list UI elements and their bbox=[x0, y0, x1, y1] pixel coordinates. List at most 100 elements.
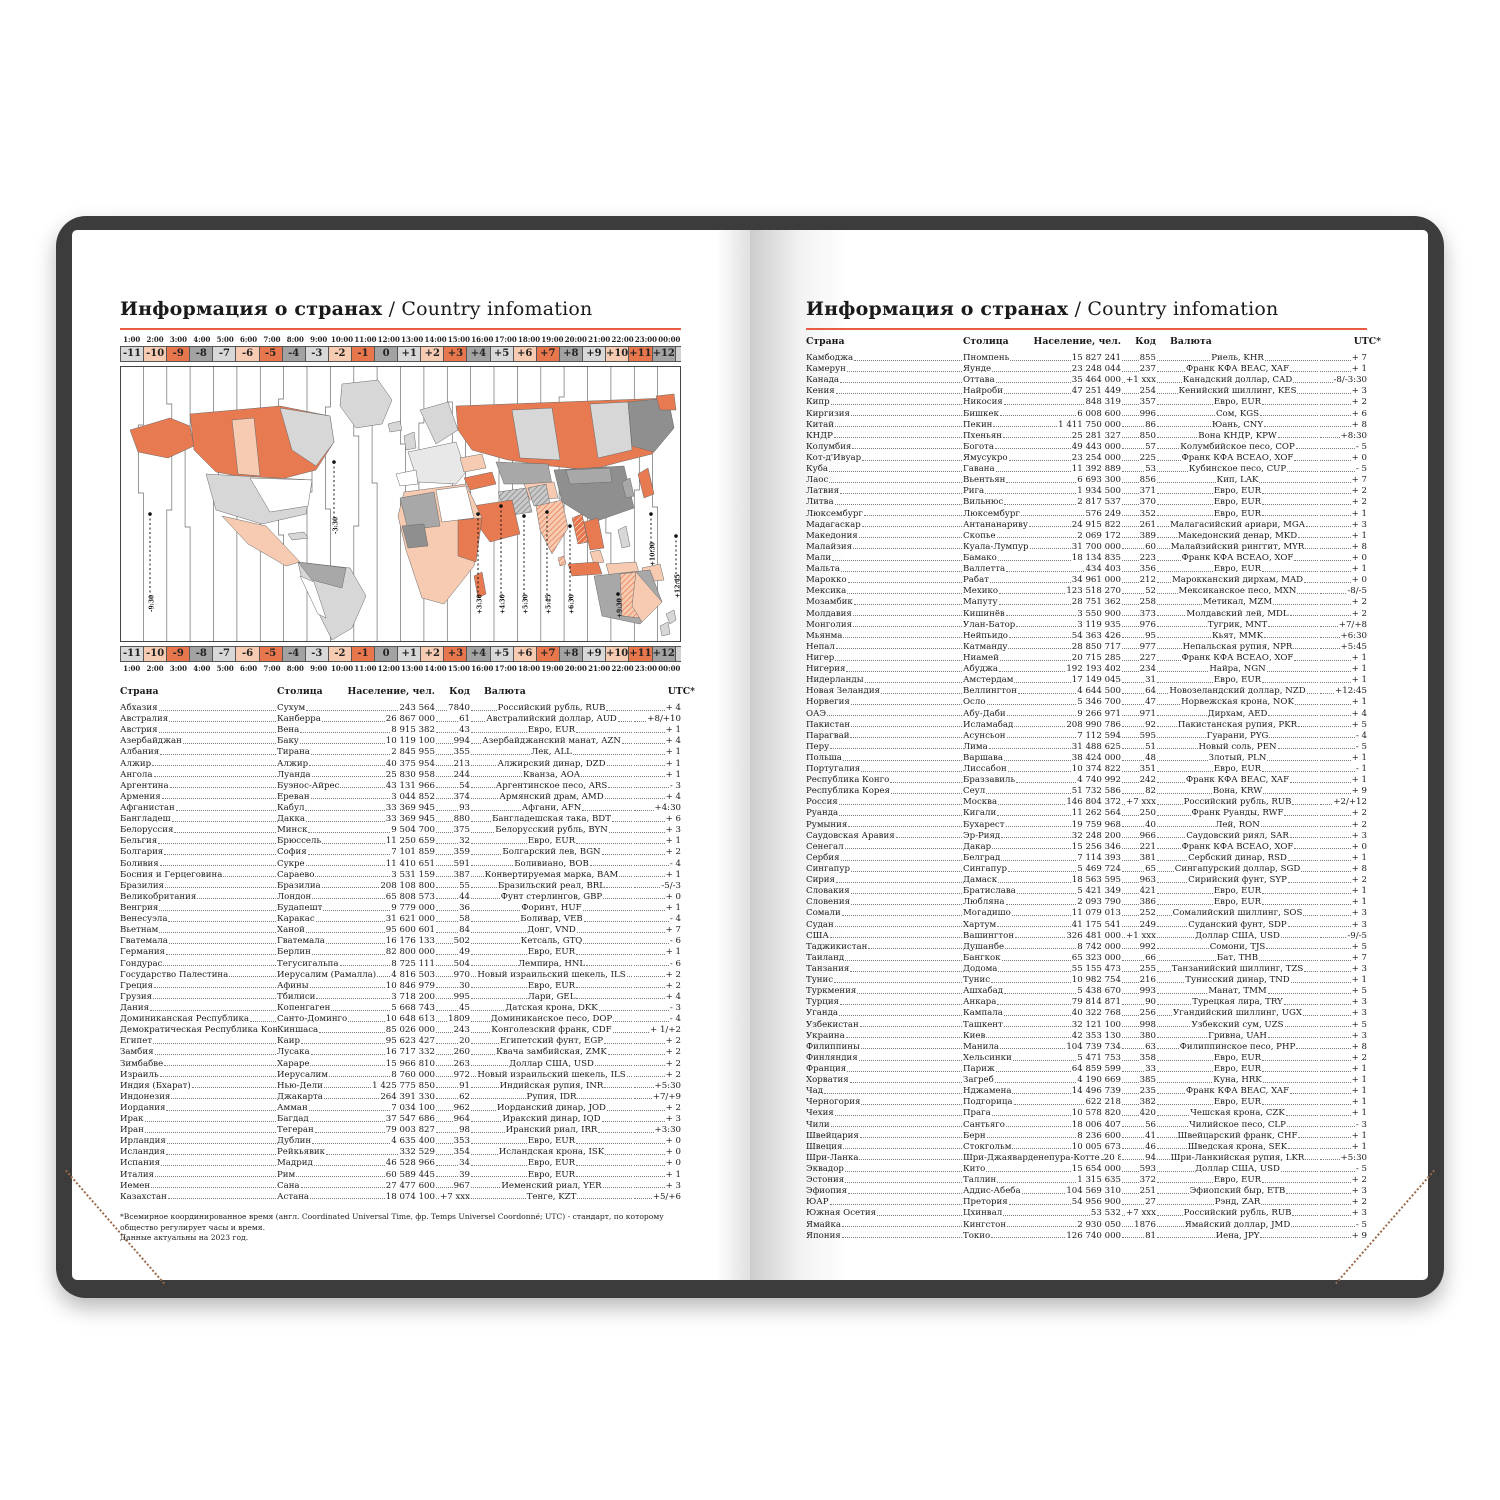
dot-leader bbox=[144, 1120, 276, 1122]
currency-cell: Юань, CNY bbox=[1156, 420, 1319, 430]
dot-leader bbox=[1320, 1148, 1351, 1150]
dot-leader bbox=[1320, 937, 1347, 939]
dot-leader bbox=[471, 1109, 497, 1111]
capital-population-cell: София 7 101 859 bbox=[277, 847, 435, 858]
dot-leader bbox=[1157, 670, 1209, 672]
country-cell: Ирландия bbox=[120, 1136, 277, 1146]
fractional-zone-label: +6:30 bbox=[569, 594, 576, 614]
dot-leader bbox=[1320, 792, 1351, 794]
currency-cell: Сербский динар, RSD bbox=[1156, 853, 1319, 863]
dot-leader bbox=[436, 920, 459, 922]
phone-code-cell: 971 bbox=[1121, 709, 1156, 719]
phone-code-cell: 1809 bbox=[435, 1014, 470, 1024]
country-cell: Мексика bbox=[806, 586, 963, 596]
currency-cell: Чешская крона, CZK bbox=[1156, 1108, 1319, 1118]
dot-leader bbox=[1320, 626, 1338, 628]
country-cell: Судан bbox=[806, 920, 963, 930]
dot-leader bbox=[1320, 481, 1351, 483]
table-row: Колумбия Богота 49 443 000 57 Колумбийское п… bbox=[806, 442, 1367, 453]
currency-cell: Суданский фунт, SDP bbox=[1156, 920, 1319, 930]
utc-cell: + 2 bbox=[633, 847, 681, 857]
phone-code-cell: 387 bbox=[435, 870, 470, 880]
offset-cell: +4 bbox=[466, 347, 490, 361]
country-cell: Эфиопия bbox=[806, 1186, 963, 1196]
phone-code-cell: 977 bbox=[1121, 642, 1156, 652]
capital-population-cell: Дакка 33 369 945 bbox=[277, 814, 435, 825]
dot-leader bbox=[164, 854, 276, 856]
phone-code-cell: 593 bbox=[1121, 1164, 1156, 1174]
dot-leader bbox=[1261, 1203, 1319, 1205]
currency-cell: Российский рубль, RUB bbox=[470, 703, 633, 713]
dot-leader bbox=[1320, 470, 1355, 472]
country-cell: Гондурас bbox=[120, 959, 277, 969]
capital-population-cell: Белград 7 114 393 bbox=[963, 852, 1121, 863]
dot-leader bbox=[1157, 1203, 1214, 1205]
country-cell: Сербия bbox=[806, 853, 963, 863]
phone-code-cell: 850 bbox=[1121, 431, 1156, 441]
dot-leader bbox=[471, 1176, 527, 1178]
dot-leader bbox=[1320, 392, 1351, 394]
fractional-zone-dot bbox=[649, 512, 653, 516]
country-cell: Македония bbox=[806, 531, 963, 541]
table-row: Греция Афины 10 846 979 30 Евро, EUR + 2 bbox=[120, 981, 681, 992]
capital-population-cell: Джакарта 264 391 330 bbox=[277, 1091, 435, 1102]
dot-leader bbox=[436, 1120, 453, 1122]
country-cell: Сенегал bbox=[806, 842, 963, 852]
dot-leader bbox=[1157, 926, 1188, 928]
phone-code-cell: 595 bbox=[1121, 731, 1156, 741]
dot-leader bbox=[1262, 1070, 1318, 1072]
dot-leader bbox=[986, 792, 1071, 794]
country-cell: Новая Зеландия bbox=[806, 686, 963, 696]
dot-leader bbox=[326, 1153, 399, 1155]
country-cell: Венгрия bbox=[120, 903, 277, 913]
map-west-africa bbox=[401, 523, 429, 549]
fractional-zone-label: +3:30 bbox=[477, 594, 484, 614]
phone-code-cell: 43 bbox=[435, 725, 470, 735]
utc-cell: + 0 bbox=[1319, 553, 1367, 563]
dot-leader bbox=[1008, 459, 1071, 461]
dot-leader bbox=[1157, 903, 1213, 905]
dot-leader bbox=[1305, 548, 1319, 550]
currency-cell: Доллар США, USD bbox=[470, 1059, 633, 1069]
dot-leader bbox=[323, 1087, 372, 1089]
table-row: Австралия Канберра 26 867 000 61 Австралийск… bbox=[120, 714, 681, 725]
utc-cell: + 4 bbox=[633, 736, 681, 746]
dot-leader bbox=[300, 1187, 385, 1189]
dot-leader bbox=[845, 1037, 962, 1039]
dot-leader bbox=[471, 1065, 509, 1067]
dot-leader bbox=[1157, 537, 1177, 539]
table-row: Камбоджа Пномпень 15 827 241 855 Риель, KHR +… bbox=[806, 353, 1367, 364]
currency-cell: Лек, ALL bbox=[470, 747, 633, 757]
dot-leader bbox=[853, 604, 962, 606]
currency-cell: Кенийский шиллинг, KES bbox=[1156, 386, 1319, 396]
table-row: Новая Зеландия Веллингтон 4 644 500 64 Новоз… bbox=[806, 686, 1367, 697]
dot-leader bbox=[576, 1165, 632, 1167]
dot-leader bbox=[1320, 1126, 1355, 1128]
dot-leader bbox=[436, 820, 453, 822]
capital-population-cell: Каир 95 623 427 bbox=[277, 1036, 435, 1047]
currency-cell: Иена, JPY bbox=[1156, 1231, 1319, 1241]
dot-leader bbox=[1320, 859, 1351, 861]
dot-leader bbox=[986, 1037, 1071, 1039]
country-cell: Чехия bbox=[806, 1108, 963, 1118]
table-row: Чили Сантьяго 18 006 407 56 Чилийское песо, … bbox=[806, 1120, 1367, 1131]
dot-leader bbox=[994, 1081, 1077, 1083]
dot-leader bbox=[1002, 437, 1071, 439]
country-cell: Азербайджан bbox=[120, 736, 277, 746]
table-row: Зимбабве Хараре 15 966 810 263 Доллар США, U… bbox=[120, 1059, 681, 1070]
dot-leader bbox=[995, 448, 1071, 450]
country-cell: Эстония bbox=[806, 1175, 963, 1185]
phone-code-cell: 255 bbox=[1121, 964, 1156, 974]
capital-population-cell: Могадишо 11 079 013 bbox=[963, 908, 1121, 919]
dot-leader bbox=[436, 976, 453, 978]
dot-leader bbox=[634, 1020, 669, 1022]
country-cell: Перу bbox=[806, 742, 963, 752]
dot-leader bbox=[1320, 1015, 1351, 1017]
currency-cell: Датская крона, DKK bbox=[470, 1003, 633, 1013]
dot-leader bbox=[1320, 1237, 1351, 1239]
table-row: Япония Токио 126 740 000 81 Иена, JPY + 9 bbox=[806, 1231, 1367, 1242]
table-row: Швейцария Берн 8 236 600 41 Швейцарский фран… bbox=[806, 1131, 1367, 1142]
hour-label: 7:00 bbox=[263, 664, 281, 673]
dot-leader bbox=[1320, 759, 1351, 761]
